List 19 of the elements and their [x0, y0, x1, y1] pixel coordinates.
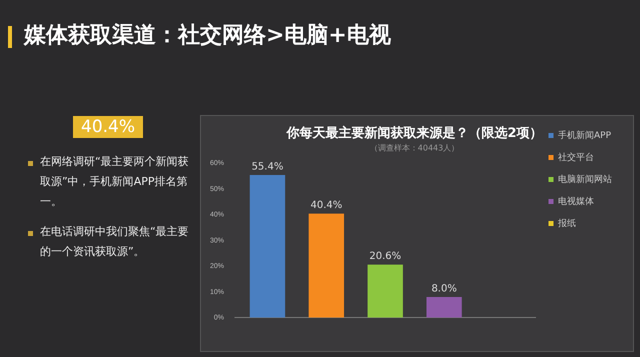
data-label: 8.0% — [431, 284, 457, 295]
chart-subtitle: （调查样本：40443人） — [370, 143, 460, 152]
text: 在网络调研“最主要两个新闻获取源”中，手机新闻APP排名第一。 — [40, 154, 190, 210]
legend-label: 社交平台 — [558, 152, 594, 163]
bar — [250, 175, 286, 318]
data-label: 55.4% — [252, 162, 284, 173]
bar — [308, 214, 344, 318]
text: 媒体获取渠道：社交网络>电脑+电视 — [24, 22, 391, 50]
text: 40.4% — [73, 116, 144, 138]
legend-label: 手机新闻APP — [558, 130, 612, 141]
data-label: 20.6% — [369, 251, 402, 262]
chart-title: 你每天最主要新闻获取来源是？（限选2项） — [285, 125, 543, 142]
legend-label: 报纸 — [557, 218, 576, 229]
data-label: 40.4% — [310, 200, 342, 212]
bar — [368, 264, 403, 318]
bar — [426, 297, 462, 318]
legend-label: 电视媒体 — [558, 196, 594, 207]
legend-label: 电脑新闻网站 — [558, 174, 612, 185]
text: 在电话调研中我们聚焦“最主要的一个资讯获取源”。 — [40, 224, 190, 260]
